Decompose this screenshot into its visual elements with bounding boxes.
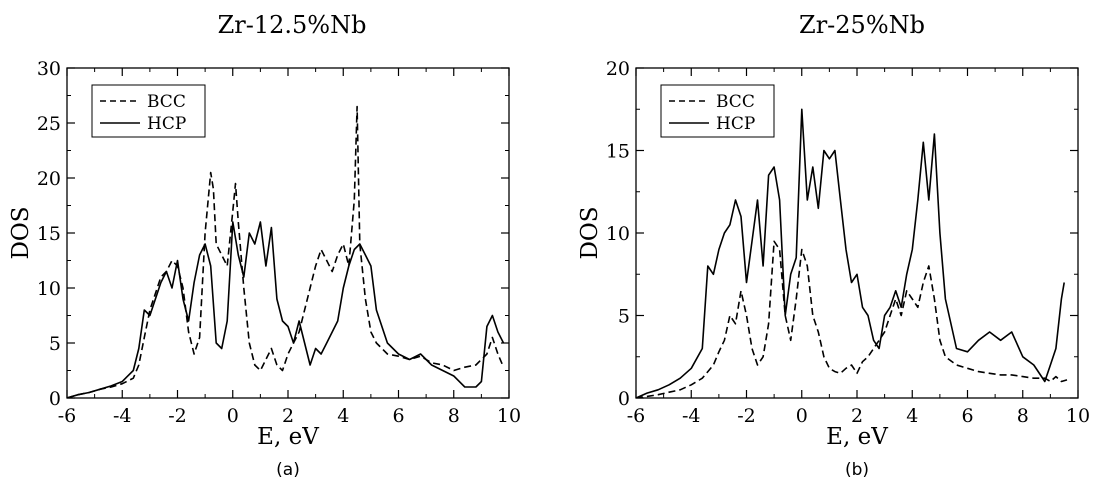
panel-a-x-tick-label: -6 <box>58 405 77 427</box>
panel-b-y-tick-label: 10 <box>606 223 630 245</box>
panel-a-title: Zr-12.5%Nb <box>218 11 367 39</box>
panel-a-series-bcc-line <box>67 105 505 398</box>
panel-b-y-tick-label: 15 <box>606 141 630 163</box>
panel-b-title: Zr-25%Nb <box>799 11 925 39</box>
panel-a-x-tick-label: -2 <box>168 405 187 427</box>
panel-b-x-tick-label: -4 <box>682 405 701 427</box>
panel-b-legend-label-bcc: BCC <box>716 92 755 112</box>
panel-b-y-tick-label: 5 <box>618 306 630 328</box>
panel-b-x-tick-label: -2 <box>737 405 756 427</box>
panel-a-legend-label-bcc: BCC <box>147 92 186 112</box>
panel-b-series-hcp-line <box>636 108 1065 398</box>
panel-b-caption: (b) <box>845 460 869 480</box>
panel-b-y-axis-label: DOS <box>577 206 603 259</box>
panel-b-x-tick-label: 0 <box>796 405 808 427</box>
panel-b: Zr-25%Nb DOS E, eV (b) -6 -4 -2 0 2 4 6 8 10 0 5 10… <box>577 11 1090 480</box>
panel-b-x-tick-label: 8 <box>1017 405 1029 427</box>
panel-a-y-tick-label: 25 <box>37 113 61 135</box>
panel-a-legend-box <box>91 84 206 138</box>
panel-a-x-tick-label: 2 <box>282 405 294 427</box>
panel-a-y-tick-label: 10 <box>37 278 61 300</box>
panel-a-x-axis-label: E, eV <box>257 424 319 450</box>
panel-a-x-tick-label: 10 <box>497 405 521 427</box>
panel-b-x-axis-label: E, eV <box>826 424 888 450</box>
panel-a-x-tick-label: -4 <box>113 405 132 427</box>
panel-b-legend-label-hcp: HCP <box>716 114 755 134</box>
panel-b-x-tick-label: 2 <box>851 405 863 427</box>
panel-a-x-tick-label: 6 <box>392 405 404 427</box>
panel-a-caption: (a) <box>276 460 300 480</box>
panel-b-series-bcc-line <box>636 240 1068 398</box>
panel-b-x-tick-label: 4 <box>906 405 918 427</box>
panel-a-x-tick-label: 0 <box>227 405 239 427</box>
panel-a-y-tick-label: 15 <box>37 223 61 245</box>
panel-a: Zr-12.5%Nb DOS E, eV (a) -6 -4 -2 0 2 4 6 8 10 0 5… <box>8 11 521 480</box>
panel-a-y-axis-label: DOS <box>8 206 34 259</box>
panel-a-x-tick-label: 8 <box>448 405 460 427</box>
panel-b-y-tick-label: 0 <box>618 388 630 410</box>
panel-a-y-tick-label: 20 <box>37 168 61 190</box>
panel-b-x-tick-label: -6 <box>627 405 646 427</box>
panel-a-y-tick-label: 5 <box>49 333 61 355</box>
panel-a-x-tick-label: 4 <box>337 405 349 427</box>
panel-a-y-tick-label: 30 <box>37 58 61 80</box>
panel-a-series-hcp-line <box>67 221 505 398</box>
panel-a-y-tick-label: 0 <box>49 388 61 410</box>
panel-b-y-tick-label: 20 <box>606 58 630 80</box>
panel-b-x-tick-label: 10 <box>1066 405 1090 427</box>
panel-b-x-tick-label: 6 <box>961 405 973 427</box>
panel-a-legend-label-hcp: HCP <box>147 114 186 134</box>
panel-b-legend-box <box>660 84 775 138</box>
